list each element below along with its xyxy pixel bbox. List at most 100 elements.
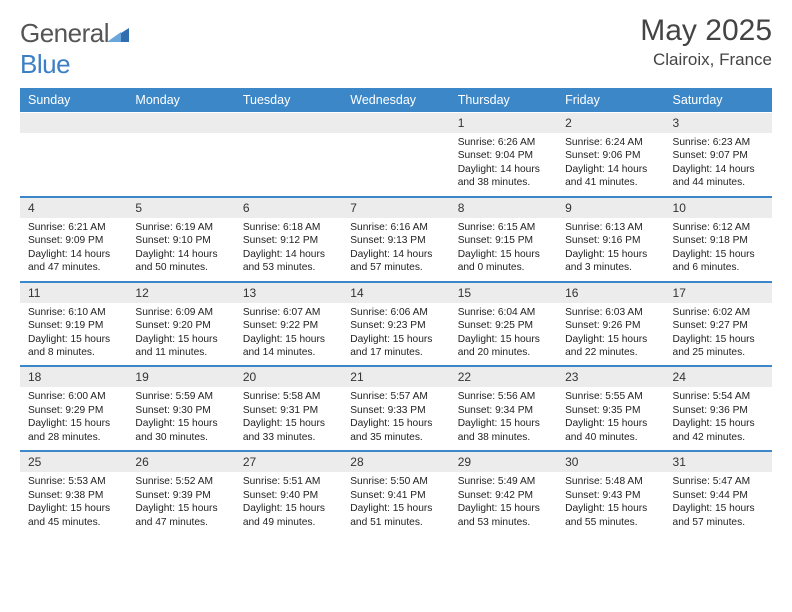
day-detail-line: Daylight: 15 hours — [350, 333, 441, 346]
day-detail-line: Daylight: 15 hours — [458, 248, 549, 261]
day-detail-line: Daylight: 14 hours — [350, 248, 441, 261]
day-detail-line: Sunrise: 6:07 AM — [243, 306, 334, 319]
day-detail-line: and 22 minutes. — [565, 346, 656, 359]
day-detail-line: Sunrise: 6:13 AM — [565, 221, 656, 234]
day-number-cell: 17 — [665, 282, 772, 303]
day-number-cell: 14 — [342, 282, 449, 303]
day-detail-line: Sunrise: 6:18 AM — [243, 221, 334, 234]
detail-row: Sunrise: 6:00 AMSunset: 9:29 PMDaylight:… — [20, 387, 772, 450]
day-detail-line: Daylight: 15 hours — [243, 333, 334, 346]
day-detail-line: Daylight: 14 hours — [243, 248, 334, 261]
day-detail-cell — [127, 133, 234, 196]
day-detail-cell: Sunrise: 6:15 AMSunset: 9:15 PMDaylight:… — [450, 218, 557, 281]
day-number-cell: 2 — [557, 113, 664, 134]
day-number-cell — [235, 113, 342, 134]
day-detail-line: Sunset: 9:22 PM — [243, 319, 334, 332]
day-number-cell: 30 — [557, 451, 664, 472]
day-detail-line: and 20 minutes. — [458, 346, 549, 359]
day-detail-line: and 57 minutes. — [673, 516, 764, 529]
location: Clairoix, France — [640, 50, 772, 70]
day-detail-line: Sunset: 9:12 PM — [243, 234, 334, 247]
daynum-row: 18192021222324 — [20, 366, 772, 387]
day-detail-line: and 28 minutes. — [28, 431, 119, 444]
day-detail-line: Daylight: 15 hours — [135, 502, 226, 515]
brand-logo: GeneralBlue — [20, 18, 129, 80]
day-detail-cell: Sunrise: 6:24 AMSunset: 9:06 PMDaylight:… — [557, 133, 664, 196]
day-detail-line: Sunrise: 6:12 AM — [673, 221, 764, 234]
day-detail-line: Sunset: 9:30 PM — [135, 404, 226, 417]
day-number-cell: 23 — [557, 366, 664, 387]
day-detail-line: Sunrise: 5:57 AM — [350, 390, 441, 403]
dow-header: Tuesday — [235, 88, 342, 113]
day-detail-line: Sunset: 9:10 PM — [135, 234, 226, 247]
day-detail-line: Sunrise: 6:00 AM — [28, 390, 119, 403]
day-detail-line: Sunrise: 5:59 AM — [135, 390, 226, 403]
day-detail-line: and 47 minutes. — [135, 516, 226, 529]
day-detail-line: Daylight: 14 hours — [458, 163, 549, 176]
day-number-cell: 13 — [235, 282, 342, 303]
day-detail-line: Sunrise: 6:19 AM — [135, 221, 226, 234]
daynum-row: 11121314151617 — [20, 282, 772, 303]
detail-row: Sunrise: 5:53 AMSunset: 9:38 PMDaylight:… — [20, 472, 772, 535]
header: GeneralBlue May 2025 Clairoix, France — [20, 14, 772, 80]
day-detail-line: Sunrise: 5:49 AM — [458, 475, 549, 488]
day-detail-line: and 44 minutes. — [673, 176, 764, 189]
day-detail-cell: Sunrise: 5:56 AMSunset: 9:34 PMDaylight:… — [450, 387, 557, 450]
day-detail-line: Daylight: 15 hours — [350, 417, 441, 430]
day-detail-line: Daylight: 14 hours — [135, 248, 226, 261]
dow-header: Saturday — [665, 88, 772, 113]
day-detail-cell: Sunrise: 5:49 AMSunset: 9:42 PMDaylight:… — [450, 472, 557, 535]
day-detail-line: and 49 minutes. — [243, 516, 334, 529]
dow-header-row: Sunday Monday Tuesday Wednesday Thursday… — [20, 88, 772, 113]
day-detail-line: Daylight: 15 hours — [28, 502, 119, 515]
day-detail-line: Sunset: 9:33 PM — [350, 404, 441, 417]
day-detail-line: Sunrise: 5:55 AM — [565, 390, 656, 403]
detail-row: Sunrise: 6:26 AMSunset: 9:04 PMDaylight:… — [20, 133, 772, 196]
day-detail-cell: Sunrise: 5:57 AMSunset: 9:33 PMDaylight:… — [342, 387, 449, 450]
brand-part1: General — [20, 18, 109, 48]
day-detail-cell: Sunrise: 6:12 AMSunset: 9:18 PMDaylight:… — [665, 218, 772, 281]
day-detail-cell: Sunrise: 5:50 AMSunset: 9:41 PMDaylight:… — [342, 472, 449, 535]
day-detail-line: Daylight: 15 hours — [565, 417, 656, 430]
day-detail-line: Sunrise: 6:02 AM — [673, 306, 764, 319]
day-detail-cell: Sunrise: 6:06 AMSunset: 9:23 PMDaylight:… — [342, 303, 449, 366]
day-detail-line: Sunrise: 5:51 AM — [243, 475, 334, 488]
day-detail-line: and 42 minutes. — [673, 431, 764, 444]
day-detail-cell: Sunrise: 6:13 AMSunset: 9:16 PMDaylight:… — [557, 218, 664, 281]
day-detail-line: and 53 minutes. — [243, 261, 334, 274]
day-number-cell: 1 — [450, 113, 557, 134]
day-detail-line: Daylight: 15 hours — [458, 502, 549, 515]
title-block: May 2025 Clairoix, France — [640, 14, 772, 70]
day-detail-line: Sunrise: 6:04 AM — [458, 306, 549, 319]
day-detail-line: and 17 minutes. — [350, 346, 441, 359]
day-number-cell: 15 — [450, 282, 557, 303]
day-detail-line: Sunrise: 5:47 AM — [673, 475, 764, 488]
day-detail-line: Sunset: 9:07 PM — [673, 149, 764, 162]
day-detail-line: Daylight: 15 hours — [458, 333, 549, 346]
day-number-cell: 8 — [450, 197, 557, 218]
day-number-cell: 5 — [127, 197, 234, 218]
brand-text: GeneralBlue — [20, 18, 129, 80]
dow-header: Thursday — [450, 88, 557, 113]
day-detail-cell: Sunrise: 5:53 AMSunset: 9:38 PMDaylight:… — [20, 472, 127, 535]
day-detail-cell — [342, 133, 449, 196]
day-number-cell: 24 — [665, 366, 772, 387]
day-number-cell: 27 — [235, 451, 342, 472]
day-detail-line: Sunset: 9:09 PM — [28, 234, 119, 247]
day-detail-cell: Sunrise: 6:21 AMSunset: 9:09 PMDaylight:… — [20, 218, 127, 281]
day-detail-line: and 11 minutes. — [135, 346, 226, 359]
day-number-cell: 26 — [127, 451, 234, 472]
day-detail-line: Sunrise: 5:53 AM — [28, 475, 119, 488]
day-detail-line: and 41 minutes. — [565, 176, 656, 189]
day-detail-line: Sunset: 9:42 PM — [458, 489, 549, 502]
day-detail-line: Daylight: 15 hours — [28, 417, 119, 430]
day-detail-line: Sunrise: 5:50 AM — [350, 475, 441, 488]
day-detail-line: Daylight: 14 hours — [565, 163, 656, 176]
month-title: May 2025 — [640, 14, 772, 48]
day-detail-line: and 8 minutes. — [28, 346, 119, 359]
day-detail-line: Sunrise: 6:23 AM — [673, 136, 764, 149]
day-detail-line: Sunset: 9:13 PM — [350, 234, 441, 247]
day-detail-line: Sunset: 9:29 PM — [28, 404, 119, 417]
day-detail-cell: Sunrise: 6:03 AMSunset: 9:26 PMDaylight:… — [557, 303, 664, 366]
day-detail-cell: Sunrise: 5:59 AMSunset: 9:30 PMDaylight:… — [127, 387, 234, 450]
